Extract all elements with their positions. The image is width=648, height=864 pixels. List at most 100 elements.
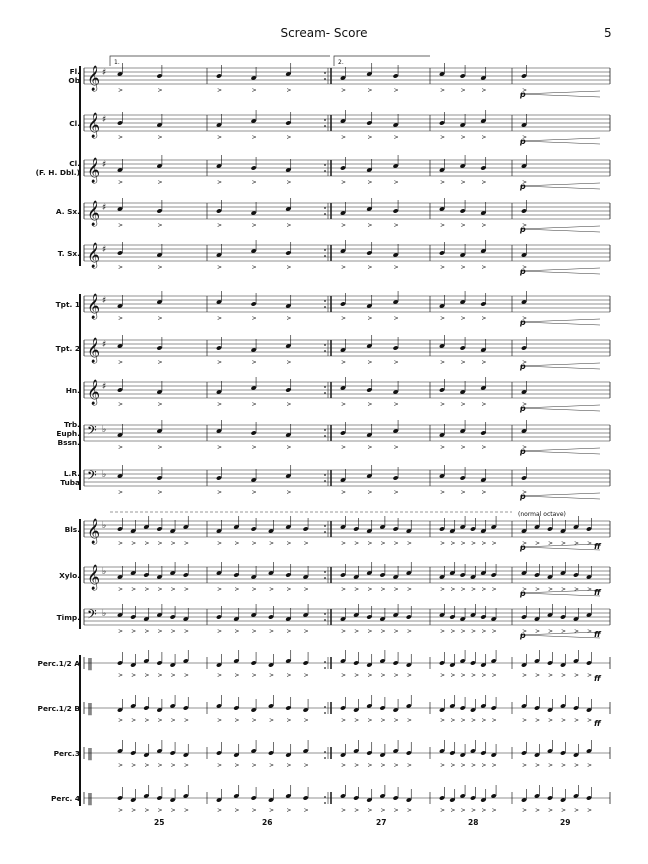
note-head <box>393 74 399 78</box>
dynamic-p: p <box>519 90 526 99</box>
accent-mark: > <box>394 717 399 724</box>
accent-mark: > <box>217 672 222 679</box>
note-head <box>470 613 476 617</box>
accent-mark: > <box>492 672 497 679</box>
note-head <box>480 302 486 306</box>
accent-mark: > <box>269 762 274 769</box>
note-head <box>491 617 497 621</box>
note-head <box>130 571 136 575</box>
instrument-label: Trb. Euph. Bssn. <box>56 419 80 447</box>
instrument-label: Perc.1/2 B <box>37 703 80 713</box>
note-head <box>521 529 527 533</box>
accent-mark: > <box>354 672 359 679</box>
note-head <box>534 659 540 663</box>
accent-mark: > <box>561 586 566 593</box>
note-head <box>156 749 163 753</box>
note-head <box>480 751 486 755</box>
accent-mark: > <box>341 87 346 94</box>
note-head <box>480 615 486 619</box>
note-head <box>216 663 222 667</box>
note-head <box>183 573 189 577</box>
instrument-label: Hn. <box>65 385 80 395</box>
treble-clef-icon: 𝄞 <box>87 337 100 363</box>
repeat-dot <box>324 429 326 431</box>
accent-mark: > <box>440 628 445 635</box>
note-head <box>130 663 136 667</box>
accent-mark: > <box>234 807 239 814</box>
note-head <box>439 433 445 437</box>
accent-mark: > <box>269 586 274 593</box>
hairpin <box>519 225 601 233</box>
repeat-dot <box>324 72 326 74</box>
accent-mark: > <box>367 540 372 547</box>
accent-mark: > <box>252 315 257 322</box>
note-head <box>303 613 309 617</box>
accent-mark: > <box>367 222 372 229</box>
note-head <box>156 300 163 304</box>
note-head <box>406 615 412 619</box>
note-head <box>480 249 486 253</box>
accent-mark: > <box>367 401 372 408</box>
page-number: 5 <box>604 26 612 40</box>
note-head <box>353 661 359 665</box>
note-head <box>303 796 309 800</box>
accent-mark: > <box>118 222 123 229</box>
note-head <box>393 346 399 350</box>
accent-mark: > <box>234 717 239 724</box>
note-head <box>285 706 291 710</box>
dynamic-ff: ff <box>594 719 602 728</box>
note-head <box>183 794 189 798</box>
accent-mark: > <box>252 87 257 94</box>
accent-mark: > <box>407 628 412 635</box>
note-head <box>393 613 399 617</box>
accent-mark: > <box>587 762 592 769</box>
note-head <box>393 164 399 168</box>
note-head <box>340 573 346 577</box>
accent-mark: > <box>394 762 399 769</box>
accent-mark: > <box>471 586 476 593</box>
note-head <box>130 751 136 755</box>
accent-mark: > <box>471 672 476 679</box>
accent-mark: > <box>587 586 592 593</box>
accent-mark: > <box>269 807 274 814</box>
instrument-label: Perc.3 <box>53 748 80 758</box>
accent-mark: > <box>118 315 123 322</box>
accent-mark: > <box>118 628 123 635</box>
note-head <box>216 209 222 213</box>
accent-mark: > <box>440 444 445 451</box>
accent-mark: > <box>252 264 257 271</box>
accent-mark: > <box>158 762 163 769</box>
note-head <box>156 390 163 394</box>
treble-clef-icon: 𝄞 <box>87 379 100 405</box>
note-head <box>586 527 592 531</box>
measure-number-29: 29 <box>560 818 571 827</box>
accent-mark: > <box>217 762 222 769</box>
note-head <box>460 123 466 127</box>
treble-clef-icon: 𝄞 <box>87 564 100 590</box>
accent-mark: > <box>367 134 372 141</box>
repeat-dot <box>324 667 326 669</box>
accent-mark: > <box>461 222 466 229</box>
note-head <box>268 798 274 802</box>
repeat-dot <box>324 350 326 352</box>
accent-mark: > <box>286 672 291 679</box>
accent-mark: > <box>461 762 466 769</box>
accent-mark: > <box>394 359 399 366</box>
note-head <box>340 76 346 80</box>
accent-mark: > <box>144 762 149 769</box>
note-head <box>460 753 466 757</box>
accent-mark: > <box>481 540 486 547</box>
note-head <box>480 663 486 667</box>
note-head <box>285 207 291 211</box>
accent-mark: > <box>481 586 486 593</box>
accent-mark: > <box>144 672 149 679</box>
note-head <box>268 615 274 619</box>
note-head <box>251 166 257 170</box>
note-head <box>393 390 399 394</box>
accent-mark: > <box>304 672 309 679</box>
dynamic-p: p <box>519 543 526 552</box>
accent-mark: > <box>394 586 399 593</box>
accent-mark: > <box>574 807 579 814</box>
note-head <box>251 796 257 800</box>
note-head <box>216 253 222 257</box>
